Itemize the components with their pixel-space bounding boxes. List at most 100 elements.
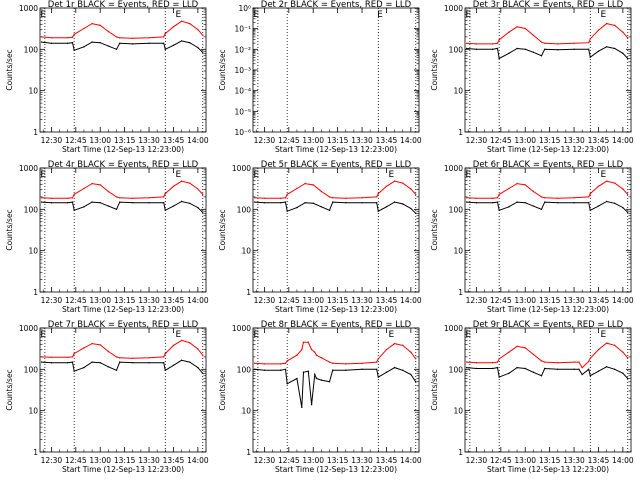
data-point-lld <box>587 196 590 198</box>
event-flag-label: E <box>40 170 46 180</box>
data-point-events <box>557 201 559 204</box>
data-point-events <box>71 41 74 44</box>
data-point-lld <box>320 190 323 193</box>
data-point-lld <box>622 351 624 353</box>
data-point-events <box>202 51 204 53</box>
data-point-lld <box>589 357 592 359</box>
x-tick-label: 13:15 <box>327 296 349 305</box>
data-point-events <box>361 201 363 204</box>
series-line-events <box>466 46 629 60</box>
data-point-events <box>524 367 526 370</box>
data-point-events <box>557 368 559 371</box>
x-tick-label: 12:30 <box>41 296 63 305</box>
data-point-lld <box>508 187 510 190</box>
data-point-events <box>66 201 69 204</box>
data-point-lld <box>475 197 478 199</box>
series-line-events <box>41 40 204 53</box>
data-point-lld <box>73 193 75 196</box>
data-point-events <box>50 42 53 44</box>
event-flag-label: E <box>388 170 394 180</box>
data-point-lld <box>164 32 167 35</box>
data-point-events <box>162 361 165 364</box>
data-point-events <box>148 201 150 204</box>
plot-frame <box>252 167 420 293</box>
data-point-events <box>540 55 543 57</box>
data-point-events <box>312 202 314 204</box>
data-point-events <box>99 41 101 44</box>
data-point-lld <box>197 188 199 190</box>
data-point-lld <box>83 187 85 190</box>
y-tick-label: 1000 <box>19 324 38 333</box>
x-tick-label: 13:15 <box>539 136 561 145</box>
data-point-lld <box>172 185 175 188</box>
data-point-lld <box>332 197 334 199</box>
data-point-lld <box>491 43 494 45</box>
data-point-events <box>516 366 518 369</box>
data-point-lld <box>83 347 85 349</box>
x-tick-label: 14:00 <box>400 456 422 465</box>
data-point-events <box>119 42 121 44</box>
x-tick-label: 12:45 <box>278 456 300 465</box>
data-point-events <box>402 203 404 205</box>
data-point-events <box>73 49 75 51</box>
data-point-events <box>284 368 287 371</box>
data-point-lld <box>296 354 298 356</box>
data-point-events <box>320 379 323 381</box>
data-point-lld <box>172 26 175 28</box>
data-point-lld <box>605 342 608 344</box>
x-axis-title: Start Time (12-Sep-13 12:23:00) <box>62 305 184 314</box>
x-axis-title: Start Time (12-Sep-13 12:23:00) <box>275 465 397 474</box>
data-point-lld <box>202 193 204 196</box>
data-point-lld <box>332 362 334 364</box>
event-flag-label: E <box>465 10 471 20</box>
y-tick-label: 1 <box>33 128 38 137</box>
data-point-events <box>162 42 165 44</box>
data-point-lld <box>345 363 347 365</box>
y-tick-label: 10 <box>28 407 38 416</box>
data-point-lld <box>107 190 110 193</box>
data-point-lld <box>301 348 303 351</box>
data-point-lld <box>286 193 288 196</box>
data-point-lld <box>578 361 580 363</box>
data-point-lld <box>496 361 499 363</box>
x-tick-label: 14:00 <box>187 456 209 465</box>
panel-title: Det 4r BLACK = Events, RED = LLD <box>48 160 199 170</box>
y-tick-label: 10⁻³ <box>234 66 251 75</box>
data-point-events <box>302 371 305 373</box>
data-point-lld <box>71 36 74 39</box>
data-point-events <box>115 48 118 51</box>
data-point-events <box>508 52 510 55</box>
data-point-lld <box>544 361 546 363</box>
data-point-lld <box>605 22 608 25</box>
y-tick-label: 1000 <box>444 324 463 333</box>
y-tick-label: 100 <box>24 45 39 54</box>
panel-det-2r: Det 2r BLACK = Events, RED = LLD 10⁻⁶ 10⁻⁵… <box>218 0 422 154</box>
y-tick-label: 10⁻¹ <box>234 25 251 34</box>
data-point-events <box>597 370 600 372</box>
data-point-events <box>516 201 518 203</box>
data-point-events <box>189 202 191 204</box>
x-tick-label: 12:45 <box>278 136 300 145</box>
data-point-events <box>524 201 526 204</box>
panel-title: Det 2r BLACK = Events, RED = LLD <box>261 0 412 10</box>
data-point-events <box>307 370 310 372</box>
data-point-lld <box>284 362 287 364</box>
data-point-events <box>402 369 404 371</box>
data-point-events <box>508 206 510 208</box>
data-point-events <box>532 51 535 53</box>
data-point-events <box>320 206 323 208</box>
data-point-lld <box>508 351 510 353</box>
y-axis-title: Counts/sec <box>5 49 14 90</box>
data-point-events <box>627 377 629 380</box>
y-tick-label: 1 <box>246 448 251 457</box>
data-point-events <box>304 201 306 204</box>
data-point-events <box>491 48 494 51</box>
x-tick-label: 14:00 <box>187 136 209 145</box>
data-point-events <box>71 361 74 363</box>
event-flag-label: E <box>388 330 394 340</box>
data-point-events <box>622 372 624 375</box>
y-tick-label: 10 <box>453 87 463 96</box>
x-tick-label: 14:00 <box>612 296 634 305</box>
y-tick-label: 100 <box>449 45 464 54</box>
